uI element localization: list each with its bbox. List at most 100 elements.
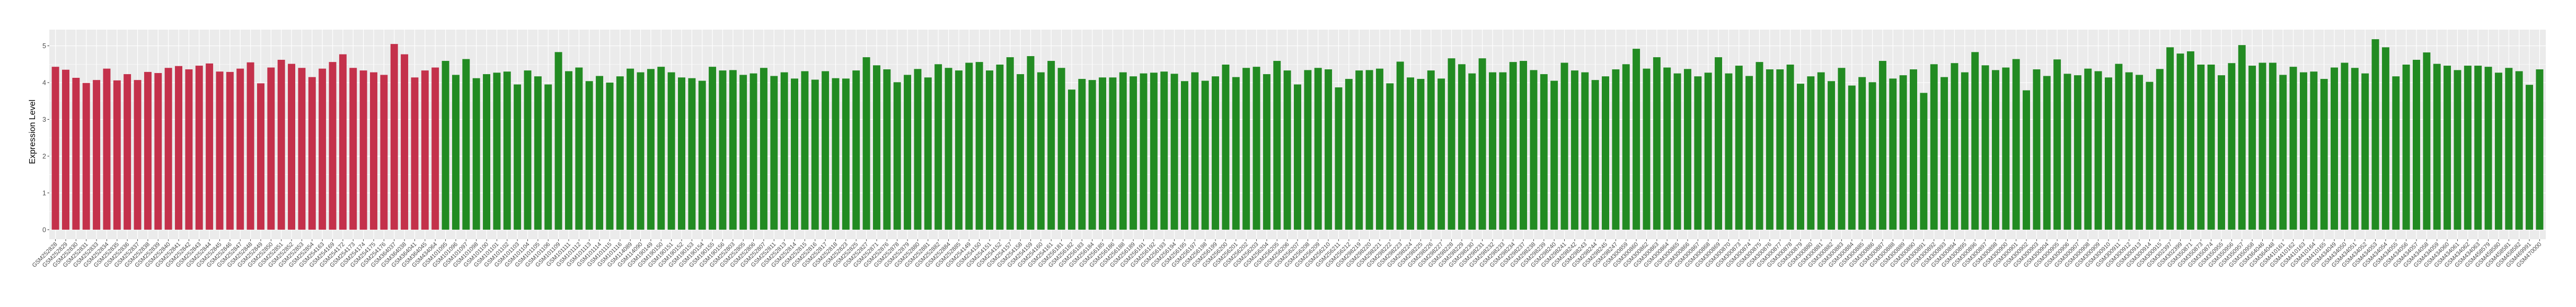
bar-GSM298238 (1530, 70, 1538, 230)
bar-GSM300866 (1683, 69, 1691, 230)
bar-GSM300909 (2094, 71, 2102, 230)
bar-GSM434053 (2371, 39, 2379, 230)
bar-GSM300894 (1951, 63, 1959, 230)
bar-GSM252854 (308, 77, 316, 230)
bar-GSM434055 (2392, 76, 2400, 230)
bar-GSM254161 (1047, 61, 1055, 230)
bar-GSM300907 (2074, 75, 2081, 230)
bar-GSM434054 (2381, 47, 2389, 230)
bar-GSM252880 (914, 69, 922, 230)
bar-GSM300904 (2043, 76, 2051, 230)
bar-GSM252817 (822, 71, 830, 230)
bar-GSM298242 (1571, 70, 1578, 230)
bar-GSM469991 (2526, 85, 2533, 230)
bar-GSM256189 (1130, 76, 1137, 230)
bar-GSM252847 (236, 68, 244, 230)
bar-GSM410163 (2299, 72, 2307, 230)
bar-GSM300895 (1961, 72, 1969, 230)
bar-GSM300910 (2105, 77, 2112, 230)
bar-GSM256185 (1099, 77, 1107, 230)
bar-GSM364038 (401, 54, 409, 230)
bar-GSM298230 (1468, 73, 1476, 230)
bar-GSM256211 (1335, 87, 1343, 230)
bar-GSM298237 (1520, 61, 1528, 230)
bar-GSM254176 (380, 75, 388, 230)
bar-GSM298240 (1550, 80, 1558, 230)
bar-GSM350957 (2238, 45, 2246, 230)
bar-GSM300914 (2146, 82, 2154, 230)
bar-GSM252881 (924, 77, 932, 230)
bar-GSM252850 (267, 67, 275, 230)
bar-GSM254158 (1017, 74, 1025, 230)
bar-GSM350874 (2207, 65, 2215, 230)
bar-GSM256183 (1078, 79, 1086, 230)
bar-GSM190151 (667, 72, 675, 230)
bar-GSM298221 (1375, 68, 1383, 230)
bar-GSM101112 (575, 67, 583, 230)
bar-GSM298247 (1612, 69, 1620, 230)
bar-GSM252884 (945, 68, 952, 230)
bar-GSM434059 (2433, 64, 2441, 230)
bar-GSM300859 (1622, 64, 1630, 230)
bar-GSM300900 (2002, 67, 2010, 230)
bar-GSM300913 (2136, 75, 2143, 230)
bar-GSM252852 (288, 64, 296, 230)
bar-GSM256182 (1068, 89, 1075, 230)
bar-GSM252842 (185, 69, 193, 230)
bar-GSM298222 (1386, 83, 1394, 230)
bar-GSM256204 (1263, 74, 1271, 230)
x-axis: GSM252828GSM252829GSM252830GSM252831GSM2… (31, 239, 2543, 269)
bar-GSM252839 (154, 73, 162, 230)
bar-GSM190152 (678, 77, 685, 230)
bar-GSM256212 (1345, 79, 1353, 230)
bar-GSM256206 (1283, 70, 1291, 230)
bar-GSM252876 (883, 69, 891, 230)
bar-GSM298239 (1540, 74, 1548, 230)
bar-GSM254150 (975, 62, 983, 230)
bar-GSM350956 (2228, 63, 2236, 230)
y-tick-label: 5 (42, 42, 46, 50)
bar-GSM298241 (1560, 62, 1568, 230)
bar-GSM300915 (2156, 69, 2164, 230)
bar-GSM252845 (216, 71, 224, 230)
bar-GSM101105 (534, 76, 542, 230)
bar-GSM300901 (2012, 59, 2020, 230)
bar-GSM298229 (1458, 64, 1466, 230)
bar-GSM190155 (709, 67, 717, 230)
bar-GSM434056 (2402, 65, 2410, 230)
bar-GSM300911 (2115, 64, 2123, 230)
bar-GSM252825 (852, 70, 860, 230)
bar-GSM300905 (2053, 59, 2061, 230)
bar-GSM252805 (739, 75, 747, 230)
bar-GSM256192 (1150, 73, 1158, 230)
bar-GSM254174 (359, 70, 367, 230)
bar-GSM458582 (2515, 71, 2523, 230)
bar-GSM300892 (1930, 64, 1938, 230)
bar-GSM252831 (82, 83, 90, 230)
bar-GSM364046 (2259, 62, 2266, 230)
bar-GSM252840 (164, 68, 172, 230)
bars (51, 39, 2544, 230)
bar-GSM252838 (144, 71, 152, 230)
bar-GSM300887 (1878, 61, 1886, 230)
bar-GSM300860 (1633, 49, 1640, 230)
bar-GSM300888 (1889, 78, 1897, 230)
bar-GSM114089 (627, 68, 634, 230)
bar-GSM254151 (986, 70, 993, 230)
y-tick-label: 0 (42, 226, 46, 233)
bar-GSM364048 (2269, 62, 2277, 230)
bar-GSM254160 (1037, 72, 1045, 230)
bar-GSM298225 (1417, 79, 1425, 230)
bar-GSM298232 (1488, 72, 1496, 230)
bar-GSM298226 (1427, 70, 1435, 230)
bar-GSM190156 (719, 70, 727, 230)
bar-GSM252806 (749, 73, 757, 230)
bar-GSM350955 (2218, 75, 2225, 230)
bar-GSM256200 (1222, 65, 1230, 230)
y-tick-label: 2 (42, 152, 46, 160)
bar-GSM298219 (1355, 70, 1363, 230)
bar-GSM350871 (2186, 51, 2194, 230)
bar-GSM256202 (1242, 68, 1250, 230)
bar-GSM252885 (955, 70, 963, 230)
